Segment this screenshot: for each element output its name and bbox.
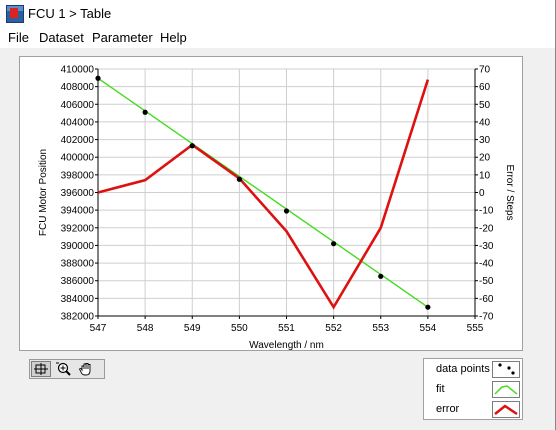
- y2-tick-label: -30: [479, 241, 494, 252]
- y-tick-label: 404000: [61, 117, 95, 128]
- y2-axis-title: Error / Steps: [504, 164, 515, 220]
- window-title: FCU 1 > Table: [28, 6, 112, 21]
- y2-tick-label: -10: [479, 206, 494, 217]
- x-tick-label: 555: [467, 323, 484, 334]
- y2-tick-label: 20: [479, 153, 491, 164]
- data-point: [142, 109, 148, 115]
- menu-bar: File Dataset Parameter Help: [0, 29, 555, 48]
- y-tick-label: 402000: [61, 135, 95, 146]
- legend-item-error[interactable]: error: [424, 400, 524, 420]
- y2-tick-label: 0: [479, 188, 485, 199]
- y-tick-label: 390000: [61, 241, 95, 252]
- legend-item-data-points[interactable]: data points: [424, 360, 524, 380]
- menu-file[interactable]: File: [8, 30, 29, 45]
- menu-help[interactable]: Help: [160, 30, 187, 45]
- x-axis-title: Wavelength / nm: [249, 340, 324, 351]
- y-tick-label: 406000: [61, 100, 95, 111]
- menu-parameter[interactable]: Parameter: [92, 30, 153, 45]
- graph-palette: [29, 359, 105, 379]
- y-tick-label: 394000: [61, 206, 95, 217]
- y2-tick-label: 50: [479, 100, 491, 111]
- y-tick-label: 398000: [61, 170, 95, 181]
- x-tick-label: 551: [278, 323, 295, 334]
- y-tick-label: 384000: [61, 294, 95, 305]
- y-tick-label: 410000: [61, 65, 95, 76]
- y2-tick-label: 70: [479, 65, 491, 76]
- legend-label-error: error: [436, 403, 460, 415]
- title-bar[interactable]: FCU 1 > Table: [0, 0, 555, 29]
- y2-tick-label: 60: [479, 82, 491, 93]
- y-tick-label: 388000: [61, 259, 95, 270]
- green-line-icon: [492, 381, 520, 398]
- pan-hand-icon[interactable]: [77, 361, 97, 377]
- fit-line: [97, 77, 429, 308]
- data-point: [236, 176, 242, 182]
- y-tick-label: 392000: [61, 223, 95, 234]
- y2-tick-label: -70: [479, 312, 494, 323]
- data-point: [283, 208, 290, 214]
- y-tick-label: 408000: [61, 82, 95, 93]
- data-point: [378, 273, 384, 279]
- legend-label-data-points: data points: [436, 363, 490, 375]
- dots-icon: [492, 361, 520, 378]
- y2-tick-label: 30: [479, 135, 491, 146]
- x-tick-label: 553: [372, 323, 389, 334]
- y2-tick-label: -40: [479, 259, 494, 270]
- menu-dataset[interactable]: Dataset: [39, 30, 84, 45]
- x-tick-label: 550: [231, 323, 248, 334]
- data-point: [425, 304, 431, 310]
- y2-tick-label: -50: [479, 276, 494, 287]
- error-line: [97, 79, 430, 310]
- y2-tick-label: 40: [479, 117, 491, 128]
- y2-tick-label: 10: [479, 170, 491, 181]
- x-tick-label: 552: [325, 323, 342, 334]
- y-tick-label: 400000: [61, 153, 95, 164]
- data-point: [331, 241, 337, 247]
- y-axis-title: FCU Motor Position: [38, 149, 49, 236]
- y2-tick-label: -20: [479, 223, 494, 234]
- data-point: [189, 143, 195, 149]
- x-tick-label: 547: [90, 323, 107, 334]
- x-tick-label: 549: [184, 323, 201, 334]
- labview-app-icon: [6, 5, 24, 23]
- plot-legend: data points fit error: [423, 358, 523, 420]
- data-point: [95, 75, 101, 81]
- y-tick-label: 382000: [61, 312, 95, 323]
- y2-tick-label: -60: [479, 294, 494, 305]
- zoom-icon[interactable]: [54, 361, 74, 377]
- y-tick-label: 396000: [61, 188, 95, 199]
- x-tick-label: 548: [137, 323, 154, 334]
- red-line-icon: [492, 401, 520, 418]
- x-tick-label: 554: [420, 323, 437, 334]
- legend-item-fit[interactable]: fit: [424, 380, 524, 400]
- crosshair-cursor-icon[interactable]: [31, 361, 51, 377]
- y-tick-label: 386000: [61, 276, 95, 287]
- legend-label-fit: fit: [436, 383, 445, 395]
